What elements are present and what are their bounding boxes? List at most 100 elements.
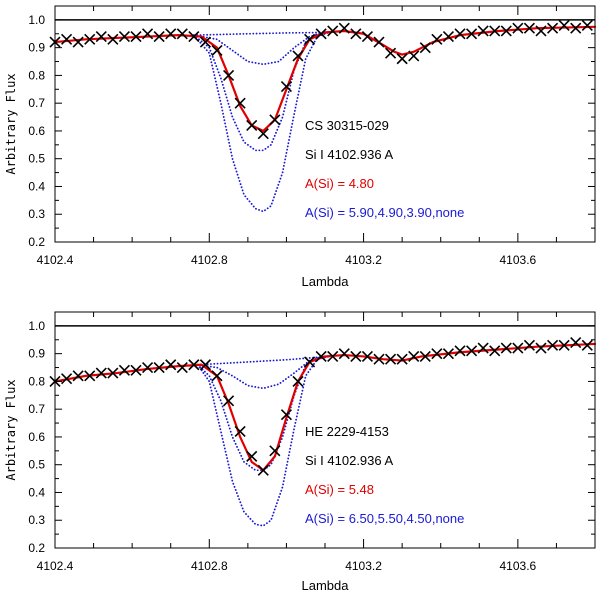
top-observed-point (477, 25, 489, 37)
bottom-observed-point (280, 409, 292, 421)
bottom-y-tick-label: 0.7 (28, 402, 45, 416)
top-observed-point (61, 33, 73, 45)
top-y-tick-label: 0.2 (28, 235, 45, 249)
panel-bottom: 4102.4 4102.8 4103.2 4103.6 0.2 0.3 0.4 … (4, 311, 597, 592)
top-line-id: Si I 4102.936 A (305, 147, 394, 162)
panel-top: 4102.4 4102.8 4103.2 4103.6 0.2 0.3 0.4 … (4, 5, 597, 289)
top-observed-point (361, 30, 373, 43)
top-observed-point (142, 28, 154, 40)
top-observed-point (547, 22, 559, 34)
top-observed-point (315, 28, 327, 40)
bottom-observed-point (431, 348, 443, 360)
top-x-tick-label: 4103.6 (500, 253, 537, 267)
bottom-observed-point (419, 350, 431, 362)
bottom-observed-point (361, 350, 373, 362)
top-x-axis (54, 6, 596, 242)
bottom-observed-point (442, 348, 454, 360)
bottom-observed-point (570, 336, 582, 349)
bottom-observed-point (350, 350, 362, 362)
top-series-a-si-5-90 (192, 31, 330, 213)
bottom-observed-point (408, 350, 420, 362)
bottom-y-tick-label: 1.0 (28, 319, 45, 333)
top-observed-point (535, 25, 547, 37)
bottom-observed-point (385, 353, 397, 365)
top-observed-point (234, 97, 246, 109)
bottom-series-a-si-5-50 (196, 355, 330, 472)
bottom-observed-point (512, 342, 524, 354)
bottom-line-id: Si I 4102.936 A (305, 453, 394, 468)
bottom-observed-point (581, 339, 593, 351)
top-observed-point (396, 53, 408, 65)
bottom-observed-point (466, 345, 478, 357)
bottom-y-tick-label: 0.6 (28, 430, 45, 444)
bottom-observed-point (547, 339, 559, 351)
top-star-name: CS 30315-029 (305, 118, 389, 133)
bottom-observed-point (84, 370, 96, 382)
bottom-series-a-si-6-50 (196, 355, 330, 527)
top-observed-point (176, 28, 188, 40)
bottom-y-tick-label: 0.2 (28, 541, 45, 555)
bottom-observed-point (153, 361, 165, 374)
top-observed-point (338, 22, 350, 34)
top-observed-point (466, 28, 478, 40)
top-observed-point (500, 25, 512, 37)
bottom-x-axis-title: Lambda (302, 578, 350, 592)
top-observed-point (558, 19, 570, 32)
top-observed-point (153, 30, 165, 43)
bottom-y-axis-title: Arbitrary Flux (4, 379, 18, 480)
top-y-tick-label: 0.7 (28, 96, 45, 110)
top-observed-point (442, 30, 454, 43)
top-observed-point (419, 42, 431, 54)
top-observed-point (304, 33, 316, 45)
top-observed-point (280, 80, 292, 93)
top-observed-point (523, 22, 535, 34)
top-observed-point (431, 33, 443, 45)
top-observed-point (188, 30, 200, 43)
top-observed-point (84, 33, 96, 45)
top-observed-point (246, 119, 258, 131)
top-x-axis-title: Lambda (302, 274, 350, 289)
bottom-observed-point (558, 339, 570, 351)
bottom-trial-abundances: A(Si) = 6.50,5.50,4.50,none (305, 511, 464, 526)
bottom-observed-point (188, 359, 200, 371)
top-series-best-fit-a-si-4-80 (53, 25, 597, 133)
bottom-observed-point (338, 348, 350, 360)
top-y-tick-label: 0.4 (28, 180, 45, 194)
top-y-tick-label: 0.5 (28, 152, 45, 166)
bottom-y-tick-label: 0.4 (28, 486, 45, 500)
bottom-observed-point (477, 342, 489, 354)
bottom-y-tick-label: 0.3 (28, 513, 45, 527)
bottom-observed-point (246, 450, 258, 462)
top-y-tick-label: 0.6 (28, 124, 45, 138)
top-observed-point (199, 36, 211, 48)
bottom-y-tick-label: 0.9 (28, 347, 45, 361)
bottom-star-name: HE 2229-4153 (305, 424, 389, 439)
top-observed-point (72, 36, 84, 48)
bottom-best-fit-abundance: A(Si) = 5.48 (305, 482, 374, 497)
bottom-observed-point (61, 373, 73, 385)
top-observed-point (570, 22, 582, 34)
bottom-observed-point (142, 361, 154, 374)
bottom-data-marks (49, 325, 597, 527)
bottom-observed-point (500, 342, 512, 354)
top-y-axis-title: Arbitrary Flux (4, 73, 18, 174)
top-observed-point (223, 69, 235, 81)
top-y-tick-label: 0.9 (28, 41, 45, 55)
bottom-observed-point (234, 425, 246, 437)
bottom-observed-point (489, 345, 501, 357)
bottom-observed-point (176, 361, 188, 374)
bottom-observed-point (454, 345, 466, 357)
bottom-series-best-fit-a-si-5-48 (53, 342, 597, 472)
top-y-axis (55, 19, 595, 243)
bottom-x-tick-label: 4103.2 (345, 559, 382, 573)
bottom-observed-point (95, 367, 107, 379)
top-observed-point (292, 50, 304, 62)
top-observed-point (408, 50, 420, 62)
bottom-observed-point (199, 359, 211, 371)
bottom-observed-point (373, 353, 385, 365)
top-x-tick-label: 4102.8 (191, 253, 228, 267)
top-observed-point (327, 25, 339, 37)
top-x-tick-label: 4103.2 (345, 253, 382, 267)
top-observed-point (130, 30, 142, 43)
bottom-observed-point (535, 342, 547, 354)
